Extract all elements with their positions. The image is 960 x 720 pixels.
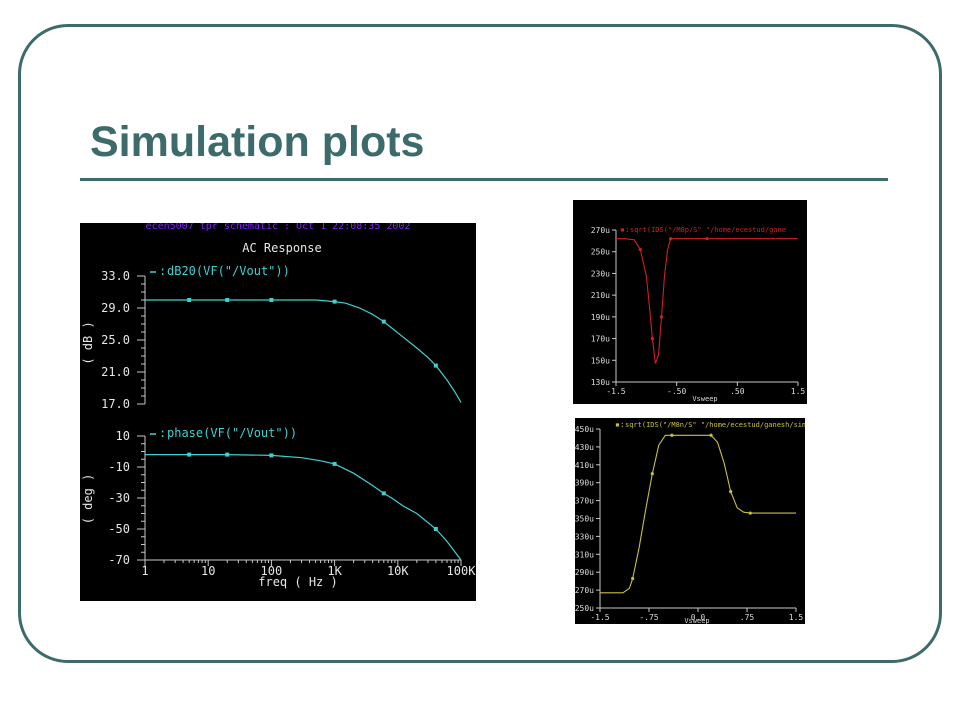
- data-marker: [381, 491, 386, 496]
- data-marker: [225, 452, 230, 457]
- y-tick-label: 330u: [575, 532, 594, 541]
- y-tick-label: 270u: [575, 586, 594, 595]
- nmos-sqrt-ids-plot: 250u 270u 290u 310u 330u 350u 370u 390u 410u 430u…: [575, 418, 805, 624]
- x-tick-label: .75: [740, 613, 755, 622]
- y-tick-label: 250u: [591, 248, 610, 257]
- y-tick-label: 10: [116, 429, 130, 443]
- x-tick-label: 1.5: [791, 387, 806, 396]
- series-line: [600, 434, 796, 594]
- y-tick-label: 350u: [575, 515, 594, 524]
- y-tick-label: 21.0: [101, 365, 130, 379]
- y-tick-label: 33.0: [101, 269, 130, 283]
- x-axis-label: Vsweep: [684, 617, 709, 624]
- pmos-sqrt-ids-chart: 130u 150u 170u 190u 210u 230u 250u 270u -1.5 -.50…: [591, 225, 806, 403]
- data-marker: [670, 433, 674, 437]
- x-tick-label: .50: [730, 387, 745, 396]
- x-tick-label: -1.5: [590, 613, 609, 622]
- legend-label: sqrt(IDS("/M8p/S" "/home/ecestud/gane: [630, 226, 786, 234]
- y-axis-label: ( dB ): [81, 321, 95, 364]
- x-tick-label: 1K: [327, 564, 342, 578]
- y-tick-label: -50: [108, 522, 130, 536]
- data-marker: [187, 298, 192, 302]
- legend-colon: :: [159, 264, 166, 278]
- y-tick-label: 29.0: [101, 301, 130, 315]
- y-tick-label: 230u: [591, 269, 610, 278]
- pmos-sqrt-ids-plot: 130u 150u 170u 190u 210u 230u 250u 270u -1.5 -.50…: [573, 200, 807, 404]
- legend-colon: :: [159, 426, 166, 440]
- legend-marker: ▪:: [620, 225, 630, 234]
- x-axis-label: Vsweep: [692, 395, 717, 403]
- y-tick-label: 390u: [575, 479, 594, 488]
- series-line: [145, 299, 462, 403]
- y-tick-label: 210u: [591, 291, 610, 300]
- legend-label: sqrt(IDS("/M8n/S" "/home/ecestud/ganesh/…: [625, 421, 805, 429]
- y-tick-label: 170u: [591, 335, 610, 344]
- y-tick-label: 250u: [575, 604, 594, 613]
- nmos-sqrt-ids-chart: 250u 270u 290u 310u 330u 350u 370u 390u 410u 430u…: [575, 420, 805, 624]
- y-tick-label: 450u: [575, 425, 594, 434]
- y-tick-label: 370u: [575, 497, 594, 506]
- x-tick-label: 1: [141, 564, 148, 578]
- legend-marker: ▪:: [615, 420, 625, 429]
- y-tick-label: 130u: [591, 378, 610, 387]
- y-axis-label: ( deg ): [81, 474, 95, 525]
- data-marker: [709, 433, 713, 437]
- y-tick-label: 190u: [591, 313, 610, 322]
- x-tick-label: -.50: [667, 387, 686, 396]
- y-tick-label: 310u: [575, 550, 594, 559]
- legend-label: dB20(VF("/Vout")): [167, 264, 290, 278]
- y-tick-label: 430u: [575, 443, 594, 452]
- data-marker: [433, 527, 438, 531]
- data-marker: [650, 336, 654, 341]
- y-tick-label: 150u: [591, 356, 610, 365]
- data-marker: [332, 299, 337, 304]
- data-marker: [269, 453, 274, 458]
- data-marker: [650, 472, 654, 476]
- data-marker: [638, 247, 642, 252]
- x-tick-label: 100: [261, 564, 283, 578]
- series-line: [616, 238, 798, 364]
- x-tick-label: -.75: [639, 613, 658, 622]
- x-tick-label: 10K: [387, 564, 409, 578]
- x-axis-label: freq ( Hz ): [258, 575, 337, 589]
- data-marker: [187, 452, 192, 457]
- x-tick-label: -1.5: [606, 387, 625, 396]
- ac-response-chart: ecen5007 tpr schematic : Oct 1 22:08:35 …: [81, 223, 476, 589]
- y-tick-label: 410u: [575, 461, 594, 470]
- series-line: [145, 454, 462, 561]
- data-marker: [631, 576, 635, 581]
- chart-title: AC Response: [242, 241, 321, 255]
- data-marker: [705, 237, 709, 241]
- y-tick-label: -70: [108, 553, 130, 567]
- y-tick-label: 290u: [575, 568, 594, 577]
- y-tick-label: -30: [108, 491, 130, 505]
- y-tick-label: 17.0: [101, 397, 130, 411]
- ac-response-plot: ecen5007 tpr schematic : Oct 1 22:08:35 …: [80, 223, 476, 601]
- data-marker: [269, 298, 274, 302]
- y-tick-label: 25.0: [101, 333, 130, 347]
- data-marker: [225, 298, 230, 302]
- data-marker: [659, 315, 664, 319]
- data-marker: [433, 363, 438, 368]
- x-tick-label: 10: [201, 564, 215, 578]
- y-tick-label: -10: [108, 460, 130, 474]
- title-underline: [80, 178, 888, 181]
- run-annotation: ecen5007 tpr schematic : Oct 1 22:08:35 …: [146, 223, 411, 232]
- data-marker: [748, 511, 752, 515]
- x-tick-label: 1.5: [789, 613, 804, 622]
- x-tick-label: 0.0: [691, 613, 706, 622]
- y-tick-label: 270u: [591, 226, 610, 235]
- data-marker: [729, 490, 733, 494]
- legend-label: phase(VF("/Vout")): [167, 426, 297, 440]
- data-marker: [381, 319, 386, 324]
- data-marker: [332, 461, 337, 466]
- slide-title: Simulation plots: [90, 118, 425, 166]
- data-marker: [669, 237, 673, 241]
- x-tick-label: 100K: [447, 564, 476, 578]
